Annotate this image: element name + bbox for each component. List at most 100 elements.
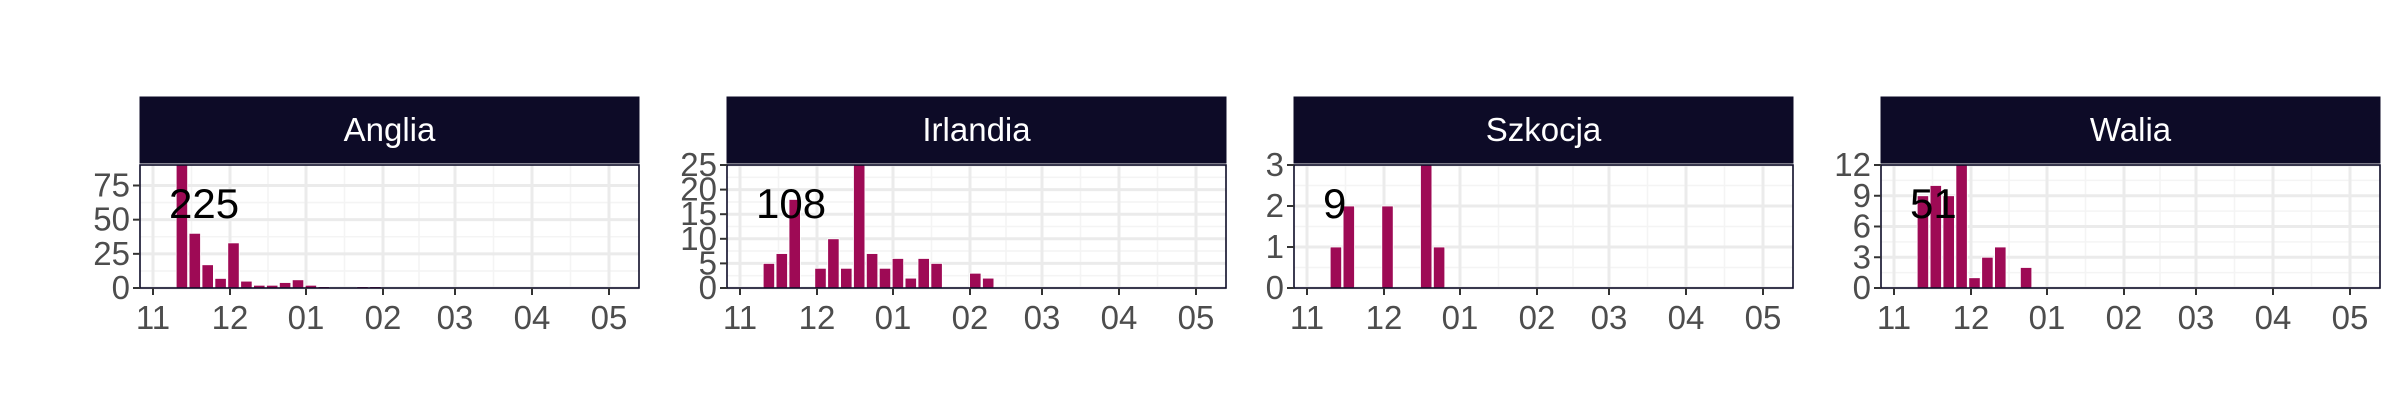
bar <box>1433 246 1446 288</box>
y-tick-label: 0 <box>1266 269 1284 306</box>
x-tick-label: 04 <box>514 299 551 336</box>
panel-border <box>726 164 1227 289</box>
y-tick-label: 25 <box>93 235 130 272</box>
bar <box>1329 246 1342 288</box>
y-tick-label: 0 <box>699 269 717 306</box>
x-tick-label: 03 <box>1591 299 1628 336</box>
bar <box>1955 165 1968 288</box>
bar <box>1381 205 1394 288</box>
x-tick-label: 02 <box>1519 299 1556 336</box>
bar <box>278 282 292 288</box>
x-tick-label: 02 <box>365 299 402 336</box>
bars-szkocja <box>1329 165 1446 288</box>
x-tick-label: 02 <box>2106 299 2143 336</box>
bar <box>891 258 905 288</box>
bar <box>930 262 943 288</box>
strip-szkocja <box>1293 96 1794 164</box>
total-annotation-anglia: 225 <box>169 180 239 227</box>
bar <box>827 238 840 288</box>
bar <box>1420 165 1433 288</box>
y-tick-label: 50 <box>93 201 130 238</box>
x-tick-label: 02 <box>952 299 989 336</box>
strip-label-walia: Walia <box>2090 111 2172 148</box>
x-tick-label: 05 <box>2332 299 2369 336</box>
y-tick-label: 5 <box>699 244 717 281</box>
x-tick-label: 12 <box>1953 299 1990 336</box>
total-annotation-irlandia: 108 <box>756 180 826 227</box>
x-tick-label: 12 <box>1366 299 1403 336</box>
bar <box>1342 205 1355 288</box>
bar <box>969 272 982 288</box>
bar <box>904 277 917 288</box>
strip-anglia <box>139 96 640 164</box>
panel-border <box>139 164 640 289</box>
x-tick-label: 04 <box>1668 299 1705 336</box>
x-tick-label: 12 <box>212 299 249 336</box>
bar <box>1916 195 1929 288</box>
y-tick-label: 25 <box>680 146 717 183</box>
x-tick-label: 01 <box>875 299 912 336</box>
bar <box>2020 267 2033 288</box>
y-tick-label: 0 <box>1853 269 1871 306</box>
bar <box>1981 256 1994 288</box>
bars-walia <box>1916 165 2033 288</box>
y-tick-label: 1 <box>1266 228 1284 265</box>
bar <box>853 165 866 288</box>
panel-border <box>1293 164 1794 289</box>
strip-label-irlandia: Irlandia <box>922 111 1031 148</box>
bar <box>1929 185 1942 288</box>
bar <box>866 253 879 288</box>
bar <box>775 253 788 288</box>
x-tick-label: 04 <box>2255 299 2292 336</box>
bar <box>291 279 305 288</box>
y-tick-label: 12 <box>1834 146 1871 183</box>
y-tick-label: 0 <box>112 269 130 306</box>
x-tick-label: 11 <box>136 299 170 336</box>
bar <box>188 232 201 288</box>
x-tick-label: 03 <box>2178 299 2215 336</box>
bar <box>762 262 776 288</box>
bar <box>240 280 253 288</box>
y-tick-label: 2 <box>1266 187 1284 224</box>
strip-walia <box>1880 96 2381 164</box>
y-tick-label: 75 <box>93 167 130 204</box>
bar <box>175 165 188 288</box>
x-tick-label: 01 <box>1442 299 1479 336</box>
bar <box>840 267 853 288</box>
bar <box>788 199 801 288</box>
x-tick-label: 05 <box>1178 299 1215 336</box>
strip-label-anglia: Anglia <box>344 111 436 148</box>
y-tick-label: 9 <box>1853 177 1871 214</box>
bar <box>814 267 827 288</box>
y-tick-label: 3 <box>1266 146 1284 183</box>
bar <box>1968 277 1981 288</box>
x-tick-label: 01 <box>2029 299 2066 336</box>
x-tick-label: 05 <box>591 299 628 336</box>
x-tick-label: 11 <box>723 299 757 336</box>
y-tick-label: 15 <box>680 195 717 232</box>
total-annotation-szkocja: 9 <box>1323 180 1346 227</box>
bars-irlandia <box>762 165 995 288</box>
strip-label-szkocja: Szkocja <box>1486 111 1602 148</box>
total-annotation-walia: 51 <box>1910 180 1957 227</box>
bar <box>201 264 214 288</box>
x-tick-label: 04 <box>1101 299 1138 336</box>
x-tick-label: 01 <box>288 299 325 336</box>
x-tick-label: 11 <box>1877 299 1911 336</box>
y-tick-label: 3 <box>1853 238 1871 275</box>
y-tick-label: 20 <box>680 171 717 208</box>
x-tick-label: 03 <box>437 299 474 336</box>
x-tick-label: 03 <box>1024 299 1061 336</box>
bar <box>214 278 227 288</box>
strip-irlandia <box>726 96 1227 164</box>
bar <box>917 258 930 288</box>
bar <box>982 277 995 288</box>
y-tick-label: 6 <box>1853 208 1871 245</box>
x-tick-label: 05 <box>1745 299 1782 336</box>
x-tick-label: 12 <box>799 299 836 336</box>
bar <box>1994 246 2007 288</box>
